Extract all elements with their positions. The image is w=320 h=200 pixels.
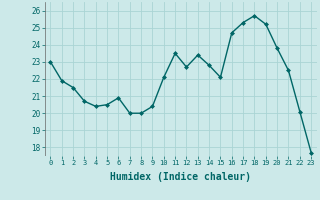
- X-axis label: Humidex (Indice chaleur): Humidex (Indice chaleur): [110, 172, 251, 182]
